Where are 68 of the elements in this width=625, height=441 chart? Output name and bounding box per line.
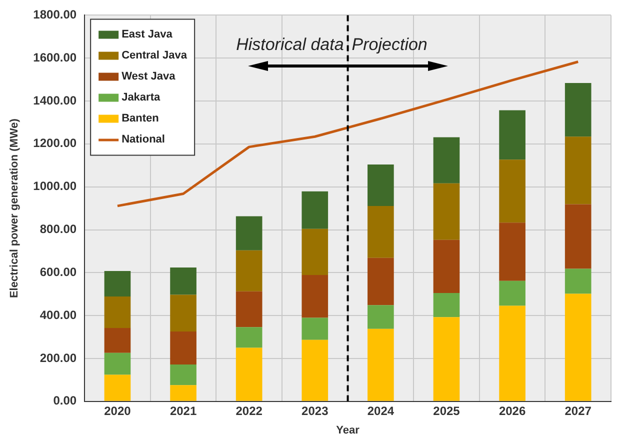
bar [499, 160, 526, 223]
bar [236, 216, 262, 250]
bar [104, 374, 131, 401]
y-tick-label: 1400.00 [33, 93, 77, 108]
y-tick-label: 200.00 [40, 350, 77, 365]
bar [104, 296, 131, 328]
bar [564, 204, 592, 269]
bar [302, 191, 328, 229]
bar [499, 222, 526, 281]
bar [564, 83, 592, 137]
x-tick-label: 2027 [564, 404, 592, 418]
bar [433, 293, 460, 318]
bar [302, 318, 328, 340]
y-tick-label: 1800.00 [33, 8, 77, 22]
x-tick-label: 2026 [498, 404, 526, 418]
bar [236, 291, 262, 328]
bar [499, 110, 526, 160]
bar [236, 348, 262, 401]
bar [433, 183, 460, 240]
x-tick-label: 2024 [367, 404, 394, 418]
legend-label: East Java [122, 28, 174, 41]
bar [368, 305, 394, 329]
bar [170, 364, 196, 386]
y-tick-label: 800.00 [40, 222, 77, 236]
bar [170, 331, 196, 364]
x-tick-label: 2025 [433, 404, 460, 418]
y-tick-label: 1600.00 [33, 50, 77, 64]
y-tick-label: 1000.00 [33, 179, 77, 194]
x-tick-label: 2022 [236, 404, 263, 418]
bar [564, 268, 592, 294]
bar [170, 385, 196, 401]
bar [564, 136, 592, 204]
bar [433, 317, 460, 401]
bar [302, 275, 328, 318]
x-tick-label: 2021 [170, 404, 197, 418]
x-tick-label: 2023 [302, 404, 329, 418]
bar [170, 268, 196, 295]
y-tick-label: 400.00 [40, 308, 77, 322]
bar [433, 137, 460, 184]
annotation: Historical data [236, 34, 344, 54]
bar [104, 352, 131, 375]
bar [368, 258, 394, 306]
bar [368, 164, 394, 206]
bar [564, 294, 592, 401]
legend-label: National [122, 134, 165, 146]
bar [236, 250, 262, 292]
legend-label: West Java [122, 70, 176, 83]
bar [302, 340, 328, 401]
bar [433, 240, 460, 294]
bar [499, 306, 526, 401]
bar [302, 228, 328, 276]
annotation: Projection [352, 34, 428, 54]
legend-label: Jakarta [122, 92, 161, 104]
bar [170, 294, 196, 332]
y-tick-label: 1200.00 [33, 136, 77, 150]
bar [368, 328, 394, 401]
y-axis-title: Electrical power generation (MWe) [8, 118, 21, 298]
bar [104, 270, 131, 296]
bar [499, 280, 526, 306]
y-tick-label: 0.00 [53, 394, 77, 408]
bar [104, 328, 131, 353]
bar [368, 206, 394, 258]
legend-label: Central Java [122, 50, 188, 62]
x-axis-title: Year [336, 424, 360, 436]
x-tick-label: 2020 [104, 404, 132, 418]
bar [236, 327, 262, 348]
legend-label: Banten [122, 112, 160, 125]
y-tick-label: 600.00 [40, 264, 77, 279]
